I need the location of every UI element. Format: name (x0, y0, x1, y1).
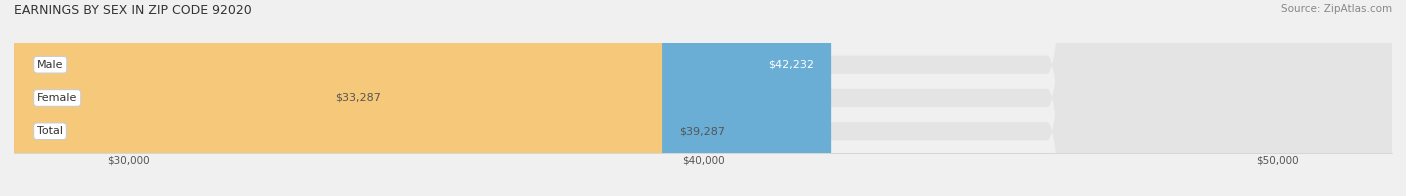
FancyBboxPatch shape (0, 0, 359, 196)
Text: Total: Total (37, 126, 63, 136)
Text: $42,232: $42,232 (768, 60, 814, 70)
Text: EARNINGS BY SEX IN ZIP CODE 92020: EARNINGS BY SEX IN ZIP CODE 92020 (14, 4, 252, 17)
Text: $39,287: $39,287 (679, 126, 725, 136)
FancyBboxPatch shape (14, 0, 831, 196)
FancyBboxPatch shape (14, 0, 1392, 196)
Text: Source: ZipAtlas.com: Source: ZipAtlas.com (1281, 4, 1392, 14)
Text: $33,287: $33,287 (335, 93, 381, 103)
FancyBboxPatch shape (14, 0, 1392, 196)
Text: Male: Male (37, 60, 63, 70)
FancyBboxPatch shape (14, 0, 662, 196)
FancyBboxPatch shape (14, 0, 1392, 196)
Text: Female: Female (37, 93, 77, 103)
